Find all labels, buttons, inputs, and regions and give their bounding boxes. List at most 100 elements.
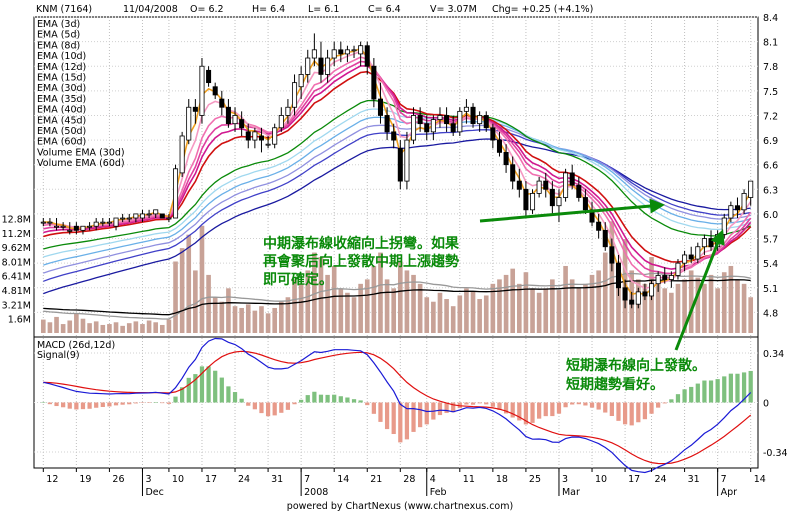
macd-histogram-bar <box>180 387 185 403</box>
macd-histogram-bar <box>510 402 515 418</box>
price-tick-label: 6.3 <box>763 185 778 196</box>
candle-up <box>635 291 641 305</box>
volume-bar <box>721 272 727 333</box>
candle-down <box>609 246 615 264</box>
ema-line-50d <box>43 129 751 282</box>
volume-bar <box>107 324 112 333</box>
candle-down <box>490 127 496 141</box>
volume-bar <box>444 299 449 333</box>
candle-down <box>615 262 621 289</box>
arrow-medium-term <box>479 198 665 223</box>
x-tick-label: 21 <box>370 474 382 485</box>
macd-histogram-bar <box>239 398 244 403</box>
candle-up <box>655 275 661 285</box>
macd-histogram-bar <box>669 399 674 403</box>
annotation-medium-term: 再會聚后向上發散中期上漲趨勢 <box>263 253 459 270</box>
volume-bar <box>338 288 344 333</box>
candle-up <box>40 221 46 224</box>
candle-up <box>113 217 119 227</box>
volume-bar <box>358 283 363 333</box>
macd-histogram-bar <box>543 402 548 417</box>
macd-histogram-bar <box>695 383 700 403</box>
volume-bar <box>212 297 218 333</box>
candle-down <box>602 229 608 248</box>
header-close: C= 6.4 <box>368 4 401 15</box>
macd-histogram-bar <box>246 402 251 406</box>
volume-bar <box>470 291 476 333</box>
candle-down <box>245 131 251 141</box>
volume-bar <box>589 274 595 333</box>
volume-bar <box>675 283 681 333</box>
candle-up <box>285 106 291 116</box>
macd-histogram-bar <box>464 402 469 405</box>
candle-up <box>100 221 106 224</box>
annotation-medium-term: 即可確定。 <box>263 271 333 288</box>
candle-up <box>80 225 86 231</box>
macd-histogram-bar <box>54 402 59 407</box>
volume-ema-line <box>43 272 751 320</box>
candle-down <box>516 180 522 190</box>
candle-down <box>622 287 628 301</box>
macd-histogram-bar <box>312 391 317 403</box>
volume-bar <box>345 292 350 333</box>
x-tick-label: 24 <box>238 474 250 485</box>
price-tick-label: 8.4 <box>763 13 778 24</box>
volume-bar <box>199 225 205 333</box>
macd-histogram-bar <box>100 402 105 407</box>
volume-bar <box>298 283 304 333</box>
macd-histogram-bar <box>622 402 628 425</box>
candle-down <box>642 291 648 297</box>
macd-histogram-bar <box>305 395 310 403</box>
macd-histogram-bar <box>583 402 588 406</box>
macd-histogram-bar <box>675 394 681 403</box>
x-tick-label: 3 <box>562 474 568 485</box>
macd-histogram-bar <box>252 402 257 410</box>
volume-bar <box>47 322 53 333</box>
candle-down <box>424 123 430 133</box>
volume-bar <box>120 325 125 333</box>
month-label: Mar <box>562 487 580 498</box>
macd-histogram-bar <box>325 394 330 403</box>
legend-entry: Volume EMA (60d) <box>37 158 125 169</box>
volume-tick-label: 3.21M <box>2 300 31 311</box>
macd-histogram-bar <box>563 402 568 408</box>
macd-histogram-bar <box>556 402 562 414</box>
x-tick-label: 17 <box>205 474 217 485</box>
volume-tick-label: 11.2M <box>2 229 31 240</box>
macd-histogram-bar <box>87 402 92 409</box>
candle-up <box>411 115 417 141</box>
candle-down <box>470 106 476 125</box>
macd-histogram-bar <box>530 402 535 423</box>
candle-down <box>397 147 403 182</box>
volume-bar <box>259 306 264 333</box>
candle-down <box>496 139 502 153</box>
candle-down <box>582 197 588 211</box>
header-volume: V= 3.07M <box>430 4 477 15</box>
macd-histogram-bar <box>497 402 502 410</box>
volume-bar <box>510 268 516 333</box>
volume-bar <box>728 265 734 333</box>
candle-up <box>173 168 179 219</box>
volume-bar <box>292 279 297 333</box>
candle-up <box>126 217 132 220</box>
annotation-medium-term: 中期瀑布線收縮向上拐彎。如果 <box>263 235 460 252</box>
macd-histogram-bar <box>418 402 423 428</box>
candle-down <box>510 164 516 182</box>
candle-down <box>483 115 489 129</box>
candle-down <box>569 172 575 186</box>
volume-bar <box>331 265 337 333</box>
candle-down <box>708 238 714 248</box>
candle-down <box>377 98 383 116</box>
volume-bar <box>457 295 463 333</box>
legend-entry: EMA (50d) <box>37 126 86 137</box>
candle-down <box>596 221 602 231</box>
volume-bar <box>682 279 687 333</box>
ema-line-35d <box>43 108 751 258</box>
macd-histogram-bar <box>728 373 733 403</box>
candle-down <box>450 123 456 133</box>
volume-bar <box>523 272 529 333</box>
volume-bar <box>87 323 92 333</box>
x-tick-label: 10 <box>595 474 607 485</box>
volume-bar <box>404 270 410 333</box>
